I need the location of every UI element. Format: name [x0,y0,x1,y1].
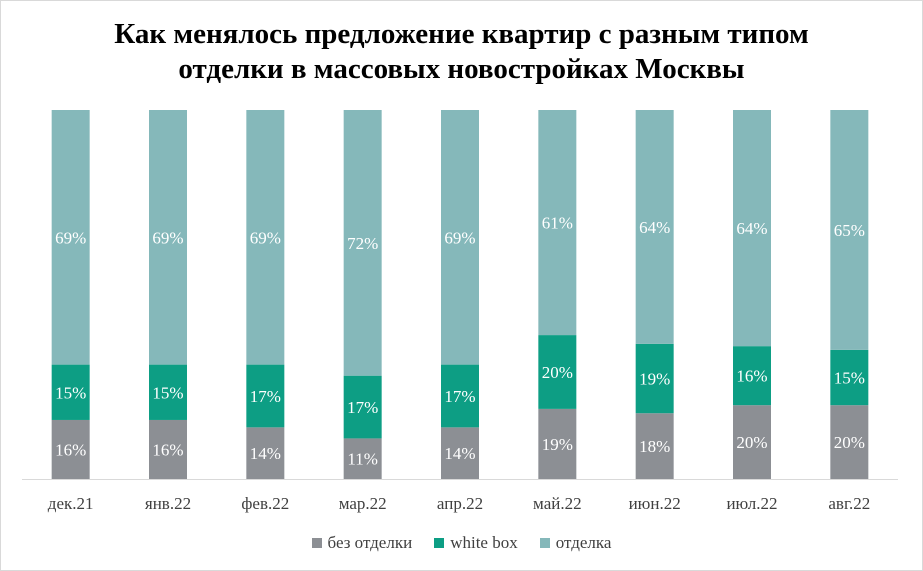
bar-otdelka-0 [51,110,90,365]
legend-item-bez-otdelki: без отделки [311,533,413,553]
bar-white-box-1 [149,364,187,420]
legend-label-bez-otdelki: без отделки [327,533,413,552]
x-tick-label-7: июл.22 [726,494,777,513]
data-label-otdelka-8: 65% [834,221,865,240]
legend-label-otdelka: отделка [555,533,612,552]
x-tick-label-6: июн.22 [629,494,681,513]
data-label-white-box-6: 19% [639,370,670,389]
bar-bez-otdelki-1 [149,419,187,479]
data-label-otdelka-1: 69% [152,228,183,247]
data-label-bez-otdelki-2: 14% [250,444,281,463]
bar-otdelka-6 [635,110,674,344]
bar-white-box-8 [830,349,869,406]
data-label-otdelka-0: 69% [55,228,86,247]
data-label-white-box-3: 17% [347,398,378,417]
data-label-bez-otdelki-4: 14% [444,444,475,463]
data-label-otdelka-3: 72% [347,234,378,253]
data-label-bez-otdelki-8: 20% [834,433,865,452]
bar-bez-otdelki-7 [733,405,771,479]
bar-white-box-0 [51,364,90,420]
bar-white-box-7 [733,346,771,406]
x-tick-label-4: апр.22 [437,494,483,513]
legend-label-white-box: white box [450,533,518,552]
chart-title: Как менялось предложение квартир с разны… [1,17,922,87]
x-tick-label-2: фев.22 [241,494,289,513]
x-tick-label-1: янв.22 [145,494,191,513]
bar-white-box-3 [343,375,382,439]
data-label-bez-otdelki-0: 16% [55,440,86,459]
data-label-white-box-0: 15% [55,383,86,402]
data-label-otdelka-5: 61% [542,214,573,233]
bar-otdelka-1 [149,110,187,365]
x-tick-label-5: май.22 [533,494,582,513]
data-label-white-box-1: 15% [152,383,183,402]
bar-otdelka-2 [246,110,285,365]
legend-swatch-white-box [434,538,445,548]
bar-otdelka-5 [538,110,577,336]
bar-otdelka-8 [830,110,869,350]
data-label-bez-otdelki-5: 19% [542,435,573,454]
bar-bez-otdelki-6 [635,413,674,479]
data-label-otdelka-4: 69% [444,228,475,247]
x-tick-label-3: мар.22 [339,494,387,513]
bar-white-box-2 [246,364,285,428]
bar-white-box-4 [441,364,479,428]
legend-swatch-bez-otdelki [311,538,322,548]
data-label-white-box-8: 15% [834,369,865,388]
bar-bez-otdelki-5 [538,408,577,479]
chart-title-line-2: отделки в массовых новостройках Москвы [178,53,745,85]
chart-title-line-1: Как менялось предложение квартир с разны… [114,18,809,50]
data-label-white-box-2: 17% [250,387,281,406]
data-label-bez-otdelki-6: 18% [639,437,670,456]
data-label-white-box-5: 20% [542,363,573,382]
bar-bez-otdelki-8 [830,405,869,479]
bar-bez-otdelki-0 [51,419,90,479]
chart-legend: без отделки white box отделка [1,533,922,553]
data-label-otdelka-7: 64% [736,219,767,238]
bar-otdelka-4 [441,110,479,365]
bar-bez-otdelki-4 [441,427,479,479]
bar-white-box-5 [538,335,577,409]
data-label-otdelka-6: 64% [639,218,670,237]
bar-bez-otdelki-2 [246,427,285,479]
x-tick-label-0: дек.21 [48,494,94,513]
data-label-bez-otdelki-1: 16% [152,440,183,459]
bar-otdelka-3 [343,110,382,376]
data-label-otdelka-2: 69% [250,228,281,247]
legend-swatch-otdelka [539,538,550,548]
bar-otdelka-7 [733,110,771,347]
bar-bez-otdelki-3 [343,438,382,479]
bar-white-box-6 [635,343,674,414]
x-tick-label-8: авг.22 [828,494,870,513]
data-label-white-box-4: 17% [444,387,475,406]
data-label-white-box-7: 16% [736,367,767,386]
data-label-bez-otdelki-3: 11% [347,450,378,469]
legend-item-white-box: white box [434,533,518,553]
data-label-bez-otdelki-7: 20% [736,433,767,452]
legend-item-otdelka: отделка [539,533,612,553]
